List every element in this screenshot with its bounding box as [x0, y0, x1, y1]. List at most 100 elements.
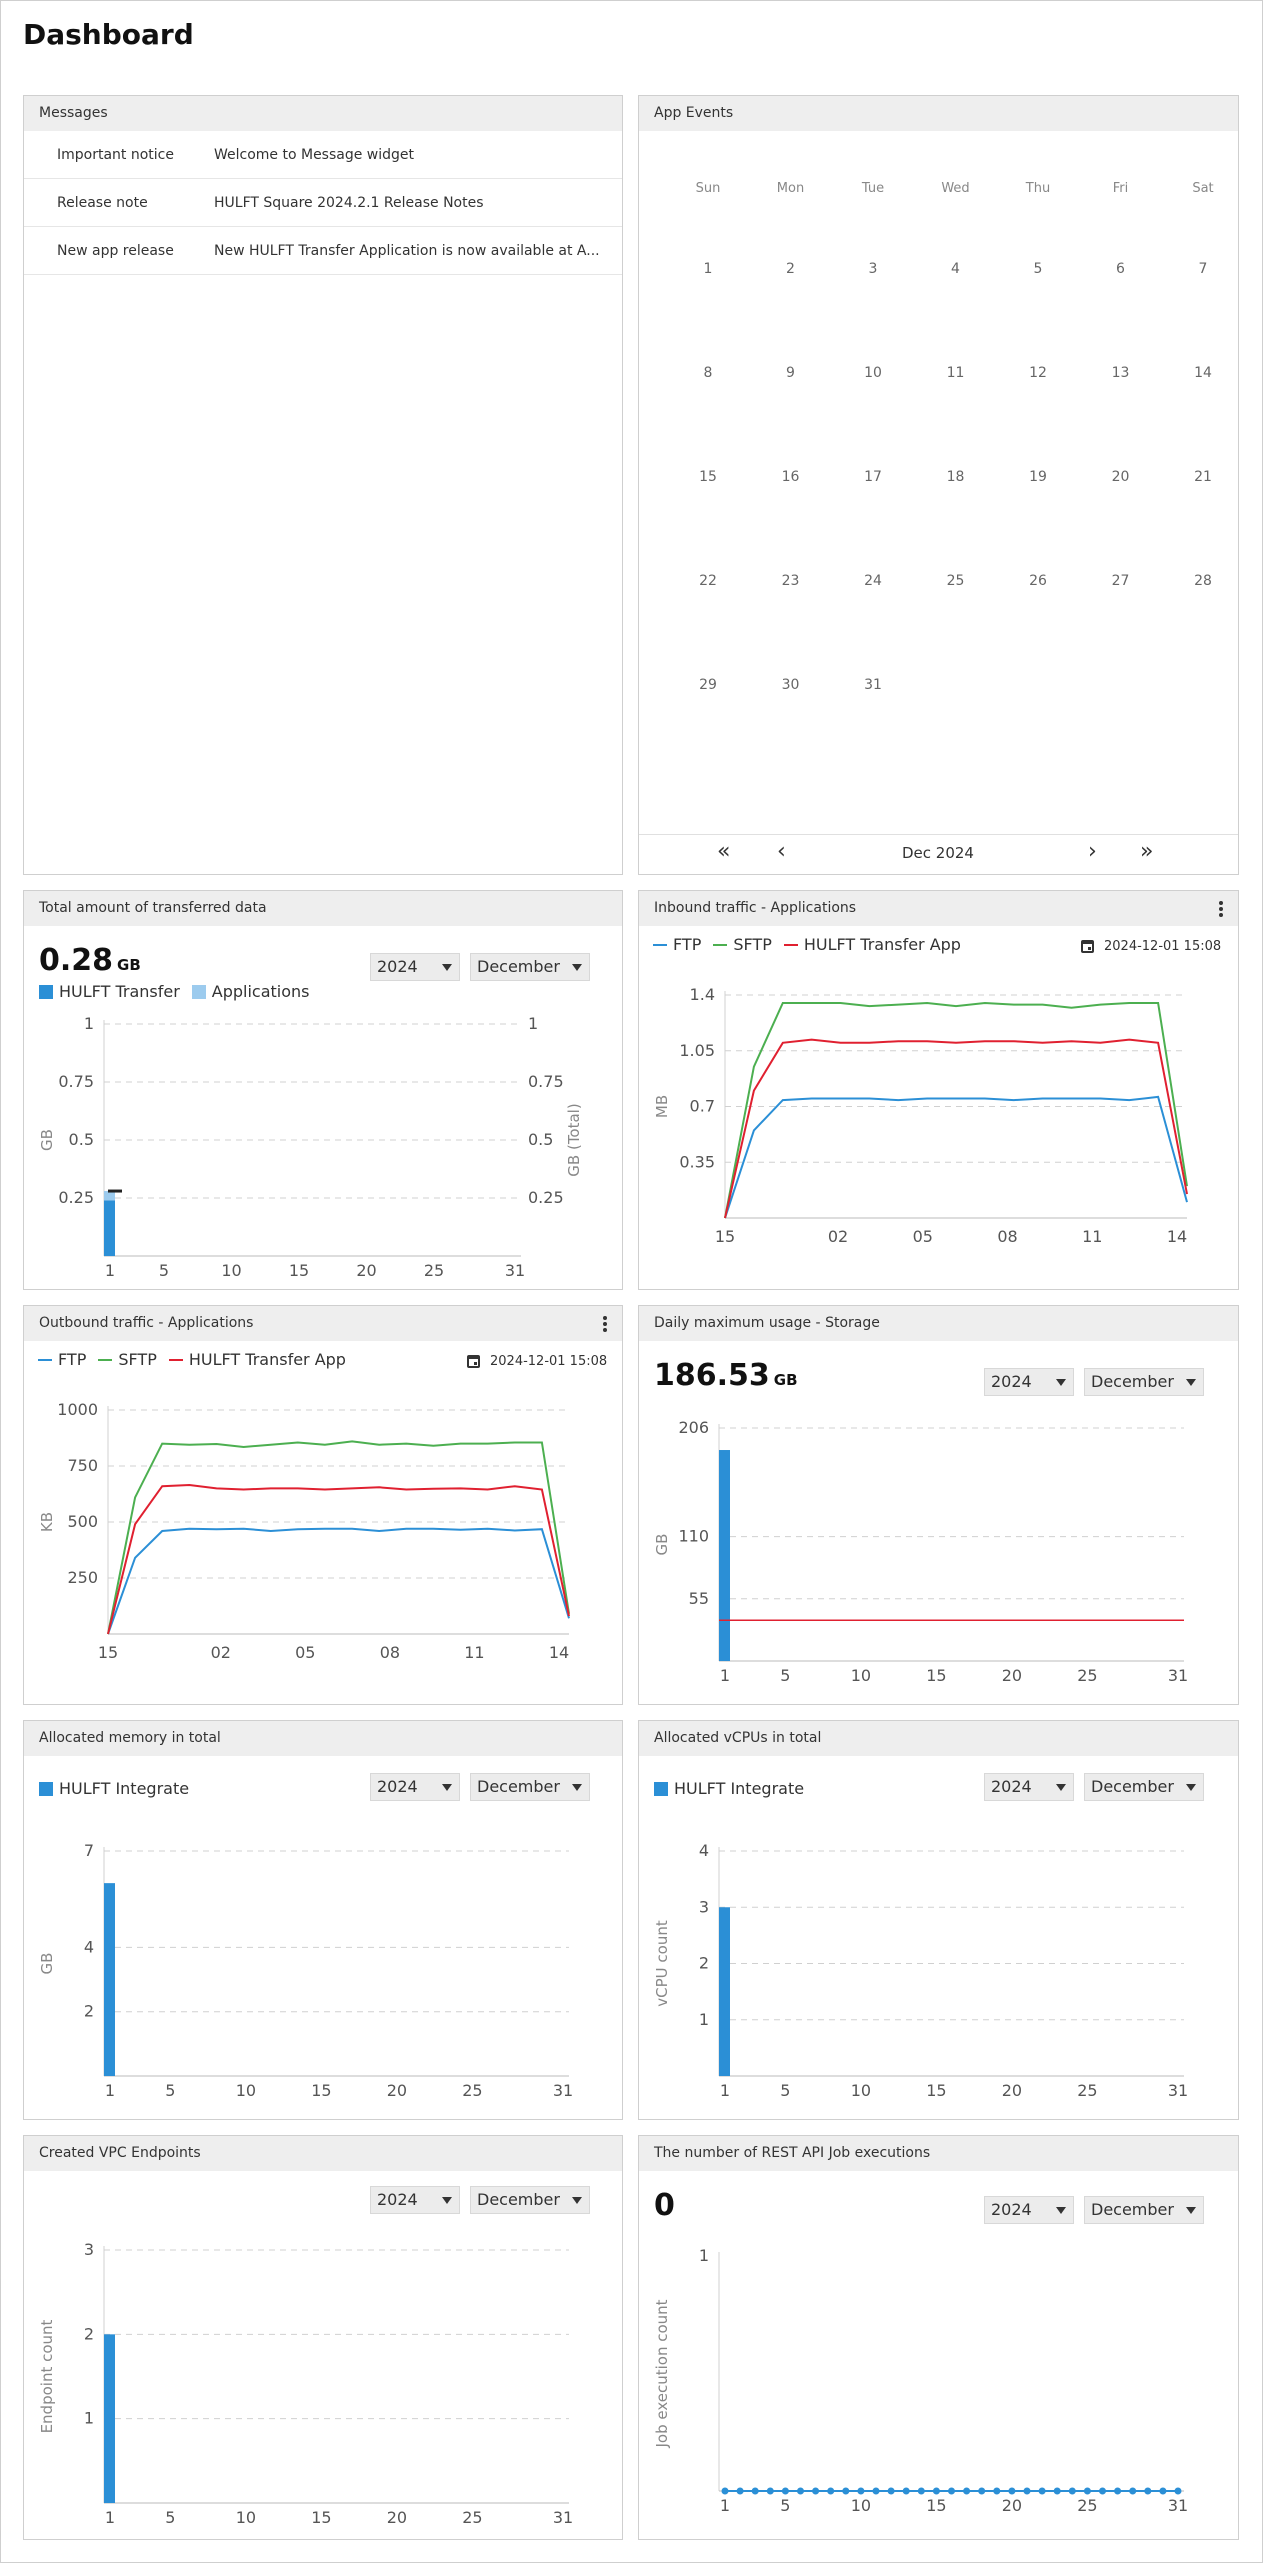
calendar-day[interactable]: 13 — [1111, 365, 1130, 381]
calendar-day[interactable]: 11 — [946, 365, 965, 381]
legend-item[interactable]: HULFT Integrate — [39, 1779, 189, 1798]
calendar-day[interactable]: 8 — [703, 365, 713, 381]
y-axis-label: MB — [653, 1095, 671, 1118]
x-tick-label: 20 — [1002, 1666, 1022, 1685]
calendar-day[interactable]: 19 — [1029, 469, 1047, 485]
year-select[interactable]: 2024 — [984, 2196, 1074, 2224]
month-select[interactable]: December — [470, 2186, 590, 2214]
calendar-day[interactable]: 30 — [781, 677, 800, 693]
legend-item[interactable]: SFTP — [713, 935, 772, 954]
y-tick-label: 4 — [699, 1841, 709, 1860]
calendar-day[interactable]: 31 — [864, 677, 882, 693]
bar — [719, 1907, 730, 2076]
calendar-day[interactable]: 16 — [781, 469, 800, 485]
calendar-day[interactable]: 1 — [703, 261, 713, 277]
calendar-day[interactable]: 4 — [951, 261, 960, 277]
calendar-day[interactable]: 27 — [1111, 573, 1130, 589]
calendar-day[interactable]: 17 — [864, 469, 882, 485]
calendar-day[interactable]: 9 — [786, 365, 795, 381]
legend-swatch — [39, 984, 53, 999]
month-select[interactable]: December — [1084, 2196, 1204, 2224]
message-row[interactable]: Release note HULFT Square 2024.2.1 Relea… — [24, 179, 622, 227]
legend-item[interactable]: Applications — [191, 982, 310, 1001]
y-axis-label: Endpoint count — [38, 2319, 56, 2433]
prev-page-icon[interactable]: ‹ — [777, 839, 786, 864]
inbound-timestamp[interactable]: 2024-12-01 15:08 — [1081, 939, 1221, 954]
calendar-day[interactable]: 2 — [786, 261, 795, 277]
chevron-down-icon — [1056, 2207, 1066, 2214]
calendar-icon — [1081, 940, 1094, 953]
legend-item[interactable]: HULFT Transfer App — [168, 1350, 346, 1369]
calendar-day[interactable]: 18 — [946, 469, 965, 485]
x-tick-label: 10 — [236, 2081, 256, 2100]
y-tick-label: 3 — [84, 2240, 94, 2259]
month-select[interactable]: December — [1084, 1773, 1204, 1801]
calendar-day[interactable]: 20 — [1111, 469, 1130, 485]
legend-item[interactable]: HULFT Integrate — [654, 1779, 804, 1798]
outbound-timestamp[interactable]: 2024-12-01 15:08 — [467, 1354, 607, 1369]
last-page-icon[interactable]: » — [1140, 839, 1154, 864]
calendar-day[interactable]: 24 — [864, 573, 882, 589]
y-tick-label: 0.35 — [679, 1152, 715, 1171]
calendar-day[interactable]: 22 — [699, 573, 717, 589]
legend-item[interactable]: SFTP — [98, 1350, 157, 1369]
data-point — [812, 2487, 820, 2495]
legend-swatch — [39, 1781, 53, 1796]
calendar-day[interactable]: 6 — [1116, 261, 1125, 277]
calendar-day[interactable]: 21 — [1194, 469, 1212, 485]
vcpu-panel: Allocated vCPUs in total HULFT Integrate… — [638, 1720, 1239, 2120]
data-point — [842, 2487, 850, 2495]
year-select[interactable]: 2024 — [370, 1773, 460, 1801]
vpc-endpoints-panel: Created VPC Endpoints 2024 December 1 2 3 E… — [23, 2135, 623, 2540]
y-tick-label: 7 — [84, 1841, 94, 1860]
message-row[interactable]: Important notice Welcome to Message widg… — [24, 131, 622, 179]
x-tick-label: 08 — [380, 1643, 400, 1662]
calendar-day[interactable]: 10 — [864, 365, 882, 381]
calendar-day[interactable]: 14 — [1194, 365, 1212, 381]
message-title: Release note — [57, 194, 148, 211]
y-tick-label: 0.7 — [690, 1097, 715, 1116]
more-options-icon[interactable] — [602, 1314, 608, 1334]
legend-item[interactable]: FTP — [38, 1350, 86, 1369]
month-select-value: December — [477, 957, 560, 976]
calendar-day[interactable]: 15 — [699, 469, 717, 485]
calendar-day[interactable]: 7 — [1198, 261, 1208, 277]
data-point — [1008, 2487, 1016, 2495]
y-tick-label: 0.25 — [58, 1188, 94, 1207]
series-line — [107, 1527, 570, 1635]
calendar-day[interactable]: 28 — [1194, 573, 1212, 589]
legend-item[interactable]: HULFT Transfer — [39, 982, 180, 1001]
page-title: Dashboard — [23, 18, 194, 51]
x-tick-label: 5 — [159, 1261, 169, 1280]
calendar-day[interactable]: 26 — [1029, 573, 1047, 589]
calendar-day[interactable]: 25 — [946, 573, 965, 589]
year-select[interactable]: 2024 — [984, 1368, 1074, 1396]
more-options-icon[interactable] — [1218, 899, 1224, 919]
legend-item[interactable]: FTP — [653, 935, 701, 954]
month-select[interactable]: December — [1084, 1368, 1204, 1396]
data-point — [857, 2487, 865, 2495]
year-select[interactable]: 2024 — [984, 1773, 1074, 1801]
year-select[interactable]: 2024 — [370, 953, 460, 981]
first-page-icon[interactable]: « — [717, 839, 731, 864]
rest-api-panel: The number of REST API Job executions 0 … — [638, 2135, 1239, 2540]
next-page-icon[interactable]: › — [1088, 839, 1097, 864]
year-select[interactable]: 2024 — [370, 2186, 460, 2214]
calendar-day[interactable]: 12 — [1029, 365, 1047, 381]
timestamp-value: 2024-12-01 15:08 — [1104, 939, 1222, 954]
x-tick-label: 08 — [997, 1227, 1017, 1246]
calendar-day[interactable]: 23 — [781, 573, 800, 589]
data-point — [887, 2487, 895, 2495]
calendar-day[interactable]: 5 — [1033, 261, 1043, 277]
calendar-day[interactable]: 29 — [699, 677, 717, 693]
legend-item[interactable]: HULFT Transfer App — [783, 935, 961, 954]
restapi-value: 0 — [654, 2188, 675, 2223]
month-select[interactable]: December — [470, 1773, 590, 1801]
y2-tick-label: 0.75 — [528, 1072, 564, 1091]
message-row[interactable]: New app release New HULFT Transfer Appli… — [24, 227, 622, 275]
data-point — [1053, 2487, 1061, 2495]
calendar-day[interactable]: 3 — [868, 261, 878, 277]
month-select[interactable]: December — [470, 953, 590, 981]
legend-label: FTP — [58, 1350, 87, 1369]
